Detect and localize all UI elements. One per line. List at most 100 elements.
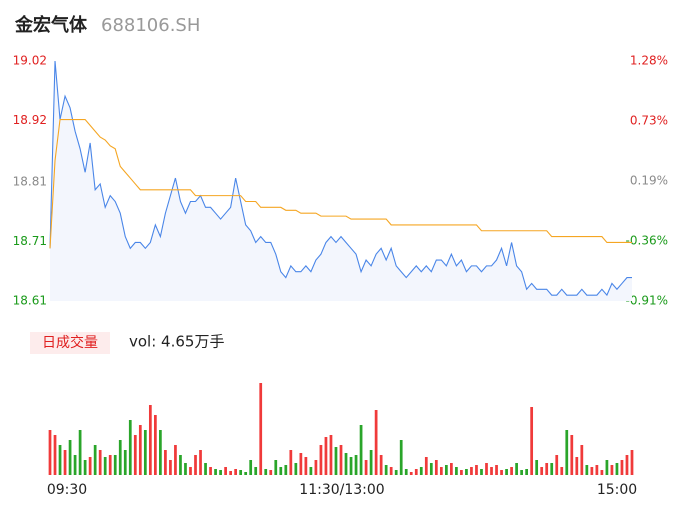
volume-bar xyxy=(535,460,539,475)
volume-bar xyxy=(439,467,443,475)
volume-bar xyxy=(590,467,594,475)
volume-bar xyxy=(254,467,258,475)
volume-bar xyxy=(219,470,222,475)
average-line xyxy=(49,118,632,249)
volume-bar xyxy=(369,450,373,475)
volume-bar xyxy=(194,455,197,475)
volume-bar xyxy=(480,469,483,475)
volume-bar xyxy=(148,405,152,475)
volume-bar xyxy=(234,469,238,475)
volume-bar xyxy=(244,472,248,475)
volume-bar xyxy=(475,465,478,475)
volume-bar xyxy=(379,455,383,475)
volume-bar xyxy=(570,435,574,475)
volume-bar xyxy=(224,467,227,475)
volume-bar xyxy=(314,460,318,475)
x-tick-label: 11:30/13:00 xyxy=(299,482,384,498)
volume-bar xyxy=(565,430,569,475)
price-area xyxy=(50,61,632,301)
volume-bar xyxy=(429,463,433,475)
volume-bar xyxy=(555,455,559,475)
volume-bar xyxy=(108,455,112,475)
volume-bar xyxy=(615,463,619,475)
volume-bar xyxy=(409,472,413,475)
volume-bar xyxy=(274,460,278,475)
volume-bar xyxy=(269,470,273,475)
volume-bar xyxy=(113,455,117,475)
volume-bar xyxy=(434,460,438,475)
volume-bar xyxy=(399,440,403,475)
volume-bar xyxy=(450,463,453,475)
volume-bar xyxy=(189,467,192,475)
volume-bar xyxy=(349,457,353,475)
volume-bar xyxy=(465,469,468,475)
volume-bar xyxy=(179,455,182,475)
volume-bar xyxy=(515,463,518,475)
y2-tick-label: 1.28% xyxy=(630,54,668,68)
volume-bar xyxy=(264,469,268,475)
volume-bar xyxy=(585,465,589,475)
volume-bar xyxy=(279,467,283,475)
volume-bar xyxy=(159,430,162,475)
volume-bar xyxy=(500,470,503,475)
y-tick-label: 18.92 xyxy=(13,113,47,127)
volume-bar xyxy=(485,463,488,475)
volume-bar xyxy=(138,425,142,475)
volume-bar xyxy=(374,410,378,475)
volume-bar xyxy=(299,453,303,475)
y2-tick-label: -0.36% xyxy=(626,234,668,248)
volume-bar xyxy=(58,445,62,475)
volume-bar xyxy=(83,460,87,475)
volume-bar xyxy=(204,463,207,475)
volume-bar xyxy=(550,463,554,475)
volume-bar xyxy=(324,437,328,475)
x-tick-label: 09:30 xyxy=(47,482,87,498)
volume-text: vol: 4.65万手 xyxy=(129,333,224,351)
stock-name: 金宏气体 xyxy=(14,14,88,36)
volume-bar xyxy=(214,469,217,475)
y2-tick-label: 0.19% xyxy=(630,174,668,188)
volume-bar xyxy=(510,467,513,475)
y2-tick-label: -0.91% xyxy=(626,294,668,308)
volume-bar xyxy=(495,465,498,475)
volume-bar xyxy=(424,457,428,475)
volume-bar xyxy=(394,470,398,475)
volume-bar xyxy=(133,435,137,475)
volume-bar xyxy=(560,467,564,475)
volume-bar xyxy=(354,455,358,475)
volume-bar xyxy=(93,445,97,475)
volume-bar xyxy=(164,450,167,475)
volume-bar xyxy=(460,470,463,475)
volume-tab[interactable] xyxy=(30,332,110,354)
volume-bar xyxy=(88,457,92,475)
volume-bar xyxy=(444,465,448,475)
volume-bar xyxy=(455,467,458,475)
volume-bar xyxy=(605,460,609,475)
volume-bar xyxy=(329,435,333,475)
volume-bar xyxy=(339,445,343,475)
y-tick-label: 19.02 xyxy=(13,54,47,68)
volume-tab-label[interactable]: 日成交量 xyxy=(42,334,98,351)
volume-bar xyxy=(209,467,212,475)
volume-bar xyxy=(505,469,508,475)
volume-bar xyxy=(344,453,348,475)
volume-bar xyxy=(103,457,107,475)
volume-bar xyxy=(239,470,243,475)
volume-bar xyxy=(470,467,473,475)
volume-bar xyxy=(334,447,338,475)
volume-bar xyxy=(229,471,232,475)
volume-bar xyxy=(525,469,529,475)
volume-bar xyxy=(545,463,549,475)
volume-bar xyxy=(128,420,132,475)
volume-bar xyxy=(48,430,52,475)
volume-bar xyxy=(580,445,584,475)
volume-bar xyxy=(309,467,313,475)
volume-bar xyxy=(520,470,523,475)
volume-bar xyxy=(540,467,544,475)
volume-bar xyxy=(153,415,157,475)
volume-bar xyxy=(414,469,418,475)
x-tick-label: 15:00 xyxy=(597,482,637,498)
y-tick-label: 18.61 xyxy=(13,294,47,308)
volume-bar xyxy=(199,450,202,475)
